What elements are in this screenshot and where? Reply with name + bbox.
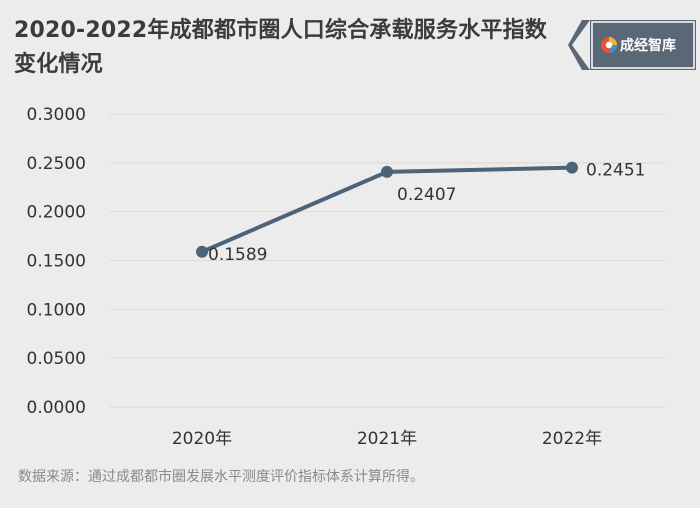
y-tick-label: 0.2500 — [27, 154, 86, 174]
x-tick-label: 2020年 — [172, 429, 232, 449]
series-line — [201, 165, 573, 254]
data-point — [566, 161, 578, 174]
data-label: 0.2451 — [586, 161, 645, 181]
y-tick-label: 0.1500 — [27, 252, 86, 272]
data-label: 0.2407 — [397, 185, 456, 205]
chart-title: 2020-2022年成都都市圈人口综合承载服务水平指数变化情况 — [14, 18, 547, 77]
y-tick-label: 0.3000 — [27, 105, 86, 125]
logo-swirl-icon — [601, 37, 617, 53]
data-label: 0.1589 — [208, 245, 267, 265]
y-tick-label: 0.2000 — [27, 203, 86, 223]
data-point — [381, 165, 393, 178]
y-tick-label: 0.0000 — [27, 398, 86, 418]
x-tick-label: 2021年 — [357, 429, 417, 449]
data-point — [196, 245, 208, 258]
brand-badge — [568, 20, 696, 70]
x-tick-label: 2022年 — [542, 429, 602, 449]
y-tick-label: 0.1000 — [27, 300, 86, 320]
brand-label: 成经智库 — [620, 38, 676, 54]
source-note: 数据来源：通过成都都市圈发展水平测度评价指标体系计算所得。 — [18, 469, 424, 485]
y-tick-label: 0.0500 — [27, 349, 86, 369]
